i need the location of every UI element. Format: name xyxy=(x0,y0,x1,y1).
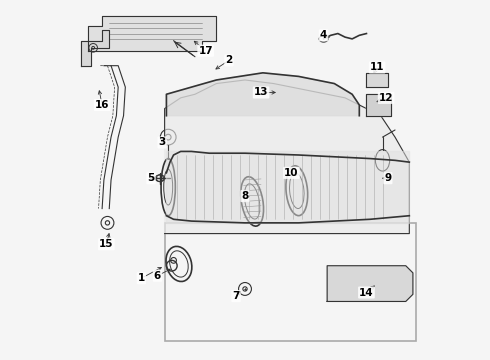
Text: 16: 16 xyxy=(95,100,109,110)
Text: 9: 9 xyxy=(384,173,392,183)
Text: 4: 4 xyxy=(320,30,327,40)
Text: 12: 12 xyxy=(379,93,393,103)
Text: 8: 8 xyxy=(242,191,248,201)
Text: 2: 2 xyxy=(225,55,233,65)
Text: 13: 13 xyxy=(254,87,269,98)
Polygon shape xyxy=(88,16,217,51)
Bar xyxy=(165,223,416,341)
Polygon shape xyxy=(167,152,409,223)
Text: 7: 7 xyxy=(232,291,240,301)
Text: 11: 11 xyxy=(370,63,385,72)
Polygon shape xyxy=(367,73,388,87)
Text: 1: 1 xyxy=(138,273,145,283)
Polygon shape xyxy=(327,266,413,301)
Polygon shape xyxy=(367,94,392,116)
Polygon shape xyxy=(165,80,409,234)
Text: 17: 17 xyxy=(198,46,213,56)
Text: 15: 15 xyxy=(99,239,114,249)
Text: 14: 14 xyxy=(359,288,374,297)
Polygon shape xyxy=(167,73,359,116)
Text: 5: 5 xyxy=(147,173,155,183)
Text: 6: 6 xyxy=(154,271,161,281)
Text: 3: 3 xyxy=(158,138,166,148)
Text: 10: 10 xyxy=(284,168,299,178)
Polygon shape xyxy=(81,30,109,66)
